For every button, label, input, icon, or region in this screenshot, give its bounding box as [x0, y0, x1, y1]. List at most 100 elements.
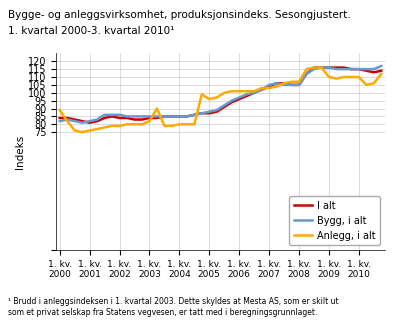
Bygg, i alt [334, 67, 339, 71]
Text: ¹ Brudd i anleggsindeksen i 1. kvartal 2003. Dette skyldes at Mesta AS, som er s: ¹ Brudd i anleggsindeksen i 1. kvartal 2… [8, 297, 339, 317]
I alt [222, 105, 227, 109]
Bygg, i alt [289, 83, 294, 87]
Anlegg, i alt [282, 81, 286, 85]
Anlegg, i alt [170, 124, 174, 128]
I alt [237, 97, 242, 101]
I alt [371, 70, 376, 74]
Bygg, i alt [57, 119, 62, 123]
I alt [334, 66, 339, 69]
Bygg, i alt [65, 118, 70, 122]
I alt [364, 69, 369, 73]
Anlegg, i alt [326, 75, 331, 79]
Bygg, i alt [274, 81, 279, 85]
I alt [80, 119, 84, 123]
Bygg, i alt [80, 121, 84, 124]
Line: Bygg, i alt: Bygg, i alt [60, 66, 381, 123]
Anlegg, i alt [57, 108, 62, 112]
I alt [312, 66, 316, 69]
Bygg, i alt [319, 66, 324, 69]
Anlegg, i alt [162, 124, 167, 128]
Anlegg, i alt [222, 91, 227, 95]
Bygg, i alt [364, 67, 369, 71]
Bygg, i alt [95, 118, 100, 122]
Bygg, i alt [312, 67, 316, 71]
Anlegg, i alt [259, 86, 264, 90]
I alt [177, 115, 182, 118]
Bygg, i alt [297, 83, 302, 87]
I alt [207, 111, 212, 115]
I alt [244, 94, 249, 98]
Anlegg, i alt [87, 129, 92, 132]
I alt [267, 84, 272, 88]
Anlegg, i alt [312, 66, 316, 69]
Anlegg, i alt [379, 72, 384, 76]
I alt [87, 121, 92, 124]
I alt [65, 116, 70, 120]
Anlegg, i alt [304, 67, 309, 71]
I alt [214, 110, 219, 114]
Bygg, i alt [87, 119, 92, 123]
I alt [252, 91, 256, 95]
Bygg, i alt [117, 113, 122, 117]
Anlegg, i alt [356, 75, 361, 79]
Bygg, i alt [214, 108, 219, 112]
I alt [319, 66, 324, 69]
I alt [259, 88, 264, 92]
I alt [184, 115, 189, 118]
Anlegg, i alt [140, 122, 144, 126]
Bygg, i alt [282, 83, 286, 87]
I alt [200, 111, 204, 115]
Anlegg, i alt [371, 81, 376, 85]
Bygg, i alt [252, 91, 256, 95]
Bygg, i alt [125, 115, 130, 118]
I alt [125, 116, 130, 120]
Bygg, i alt [244, 92, 249, 96]
Bygg, i alt [349, 67, 354, 71]
I alt [326, 66, 331, 69]
Anlegg, i alt [319, 66, 324, 69]
Bygg, i alt [379, 64, 384, 68]
I alt [162, 115, 167, 118]
I alt [289, 83, 294, 87]
Anlegg, i alt [342, 75, 346, 79]
Anlegg, i alt [200, 92, 204, 96]
Anlegg, i alt [72, 129, 77, 132]
Line: Anlegg, i alt: Anlegg, i alt [60, 68, 381, 132]
Anlegg, i alt [229, 89, 234, 93]
I alt [110, 115, 114, 118]
I alt [57, 116, 62, 120]
Anlegg, i alt [65, 119, 70, 123]
Y-axis label: Indeks: Indeks [15, 135, 25, 169]
Bygg, i alt [259, 88, 264, 92]
Bygg, i alt [371, 67, 376, 71]
I alt [297, 83, 302, 87]
Bygg, i alt [170, 115, 174, 118]
Anlegg, i alt [80, 130, 84, 134]
Anlegg, i alt [214, 96, 219, 100]
I alt [132, 118, 137, 122]
I alt [274, 81, 279, 85]
Bygg, i alt [304, 72, 309, 76]
Bygg, i alt [147, 115, 152, 118]
I alt [342, 66, 346, 69]
Anlegg, i alt [154, 107, 159, 110]
I alt [147, 116, 152, 120]
Anlegg, i alt [147, 119, 152, 123]
Bygg, i alt [267, 83, 272, 87]
I alt [192, 113, 197, 117]
I alt [282, 81, 286, 85]
Text: Bygge- og anleggsvirksomhet, produksjonsindeks. Sesongjustert.: Bygge- og anleggsvirksomhet, produksjons… [8, 10, 351, 20]
I alt [379, 69, 384, 73]
Anlegg, i alt [267, 86, 272, 90]
I alt [140, 118, 144, 122]
I alt [154, 116, 159, 120]
Bygg, i alt [237, 96, 242, 100]
Bygg, i alt [222, 103, 227, 107]
Anlegg, i alt [364, 83, 369, 87]
I alt [349, 67, 354, 71]
Bygg, i alt [162, 115, 167, 118]
Bygg, i alt [102, 113, 107, 117]
Anlegg, i alt [192, 122, 197, 126]
Bygg, i alt [192, 113, 197, 117]
Bygg, i alt [72, 119, 77, 123]
